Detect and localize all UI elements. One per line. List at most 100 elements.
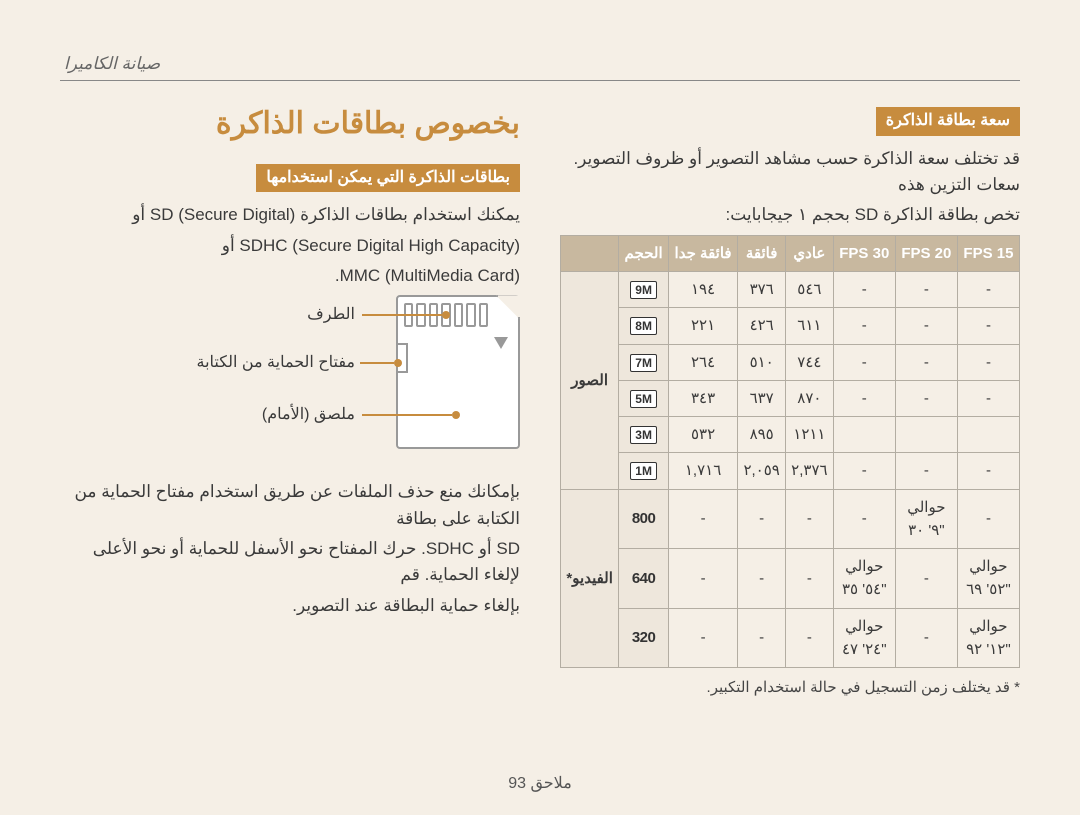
size-badge: 8M	[630, 317, 657, 335]
cell: -	[786, 608, 834, 668]
table-row: 1M ١,٧١٦ ٢,٠٥٩ ٢,٣٧٦ ---	[561, 453, 1020, 489]
cell: ٥١٠	[738, 344, 786, 380]
cell: -	[895, 549, 957, 609]
col-normal: عادي	[786, 235, 834, 271]
cell-line: حوالي	[900, 496, 953, 519]
row-label-videos: *الفيديو	[561, 489, 619, 668]
table-row: 640 --- حوالي ٥٤' ٣٥" - حوالي ٥٢' ٦٩"	[561, 549, 1020, 609]
cell-line: ٩' ٣٠"	[900, 519, 953, 542]
page-number: ملاحق 93	[0, 773, 1080, 793]
table-row: 5M ٣٤٣ ٦٣٧ ٨٧٠ ---	[561, 380, 1020, 416]
section-cards-usable: بطاقات الذاكرة التي يمكن استخدامها	[256, 164, 520, 193]
cell-line: حوالي	[838, 615, 891, 638]
cell-line: ٢٤' ٤٧"	[838, 638, 891, 661]
cell: -	[668, 489, 737, 549]
cell: حوالي ٥٤' ٣٥"	[833, 549, 895, 609]
table-header-row: الحجم فائقة جدا فائقة عادي FPS 30 FPS 20…	[561, 235, 1020, 271]
cell: -	[738, 608, 786, 668]
table-row: 3M ٥٣٢ ٨٩٥ ١٢١١	[561, 417, 1020, 453]
table-row: 8M ٢٢١ ٤٢٦ ٦١١ ---	[561, 308, 1020, 344]
cell: -	[895, 344, 957, 380]
cell: ٥٣٢	[668, 417, 737, 453]
right-column: بخصوص بطاقات الذاكرة بطاقات الذاكرة التي…	[60, 101, 520, 699]
cell: حوالي ١٢' ٩٢"	[957, 608, 1019, 668]
cell: -	[668, 549, 737, 609]
size-badge: 7M	[630, 354, 657, 372]
sd-card-diagram: الطرف مفتاح الحماية من الكتابة ملصق (الأ…	[220, 295, 520, 475]
res-badge: 800	[632, 510, 656, 527]
running-header: صيانة الكاميرا	[60, 54, 1020, 74]
cell: -	[957, 453, 1019, 489]
res-badge: 320	[632, 629, 656, 646]
cell: ٧٤٤	[786, 344, 834, 380]
cell: -	[957, 272, 1019, 308]
cards-text-3: MMC (MultiMedia Card).	[60, 263, 520, 289]
page: صيانة الكاميرا بخصوص بطاقات الذاكرة بطاق…	[0, 0, 1080, 815]
col-size: الحجم	[619, 235, 669, 271]
cell-line: حوالي	[962, 615, 1015, 638]
cell: ٢٢١	[668, 308, 737, 344]
cell: -	[957, 308, 1019, 344]
cell: -	[957, 380, 1019, 416]
cell: -	[738, 489, 786, 549]
cell: ٨٩٥	[738, 417, 786, 453]
cell: ٨٧٠	[786, 380, 834, 416]
cell: -	[895, 272, 957, 308]
col-fps20: FPS 20	[895, 235, 957, 271]
cell: ٦١١	[786, 308, 834, 344]
col-fps15: FPS 15	[957, 235, 1019, 271]
page-title: بخصوص بطاقات الذاكرة	[60, 101, 520, 148]
cell: ٢,٠٥٩	[738, 453, 786, 489]
cell: -	[833, 380, 895, 416]
cell: ١٢١١	[786, 417, 834, 453]
cell	[957, 417, 1019, 453]
callout-terminal-label: الطرف	[307, 303, 355, 328]
callout-write-protect-label: مفتاح الحماية من الكتابة	[197, 351, 355, 376]
cell: -	[833, 453, 895, 489]
cell-line: ٥٤' ٣٥"	[838, 578, 891, 601]
table-row: *الفيديو 800 --- - حوالي ٩' ٣٠" -	[561, 489, 1020, 549]
cell: ٣٧٦	[738, 272, 786, 308]
cell-line: ١٢' ٩٢"	[962, 638, 1015, 661]
sd-write-protect-switch	[396, 343, 408, 373]
cards-text-2: SDHC (Secure Digital High Capacity) أو	[60, 233, 520, 259]
cell: -	[895, 308, 957, 344]
cell	[833, 417, 895, 453]
protect-note-3: بإلغاء حماية البطاقة عند التصوير.	[60, 593, 520, 619]
cell: ٢,٣٧٦	[786, 453, 834, 489]
left-column: سعة بطاقة الذاكرة قد تختلف سعة الذاكرة ح…	[560, 101, 1020, 699]
cell: -	[833, 344, 895, 380]
res-badge: 640	[632, 570, 656, 587]
protect-note-2: SD أو SDHC. حرك المفتاح نحو الأسفل للحما…	[60, 536, 520, 589]
table-row: الصور 9M ١٩٤ ٣٧٦ ٥٤٦ ---	[561, 272, 1020, 308]
cell	[895, 417, 957, 453]
callout-front-label-text: ملصق (الأمام)	[262, 403, 355, 428]
columns: بخصوص بطاقات الذاكرة بطاقات الذاكرة التي…	[60, 101, 1020, 699]
cell: ٤٢٦	[738, 308, 786, 344]
capacity-table: الحجم فائقة جدا فائقة عادي FPS 30 FPS 20…	[560, 235, 1020, 668]
protect-note-1: بإمكانك منع حذف الملفات عن طريق استخدام …	[60, 479, 520, 532]
cell: -	[895, 608, 957, 668]
cell: -	[833, 272, 895, 308]
cell: ١٩٤	[668, 272, 737, 308]
cell: -	[957, 489, 1019, 549]
cell: -	[786, 489, 834, 549]
cell: -	[833, 308, 895, 344]
capacity-intro-1: قد تختلف سعة الذاكرة حسب مشاهد التصوير أ…	[560, 146, 1020, 199]
sd-card-body	[396, 295, 520, 449]
col-superfine: فائقة جدا	[668, 235, 737, 271]
section-capacity: سعة بطاقة الذاكرة	[876, 107, 1020, 136]
cell: حوالي ٩' ٣٠"	[895, 489, 957, 549]
cell: -	[668, 608, 737, 668]
cell: ١,٧١٦	[668, 453, 737, 489]
capacity-intro-2: تخص بطاقة الذاكرة SD بحجم ١ جيجابايت:	[560, 202, 1020, 228]
header-divider	[60, 80, 1020, 81]
size-badge: 1M	[630, 462, 657, 480]
cell: حوالي ٥٢' ٦٩"	[957, 549, 1019, 609]
row-label-photos: الصور	[561, 272, 619, 490]
cell: -	[833, 489, 895, 549]
sd-card-notch	[496, 295, 520, 319]
cell: -	[786, 549, 834, 609]
table-row: 7M ٢٦٤ ٥١٠ ٧٤٤ ---	[561, 344, 1020, 380]
cell-line: ٥٢' ٦٩"	[962, 578, 1015, 601]
